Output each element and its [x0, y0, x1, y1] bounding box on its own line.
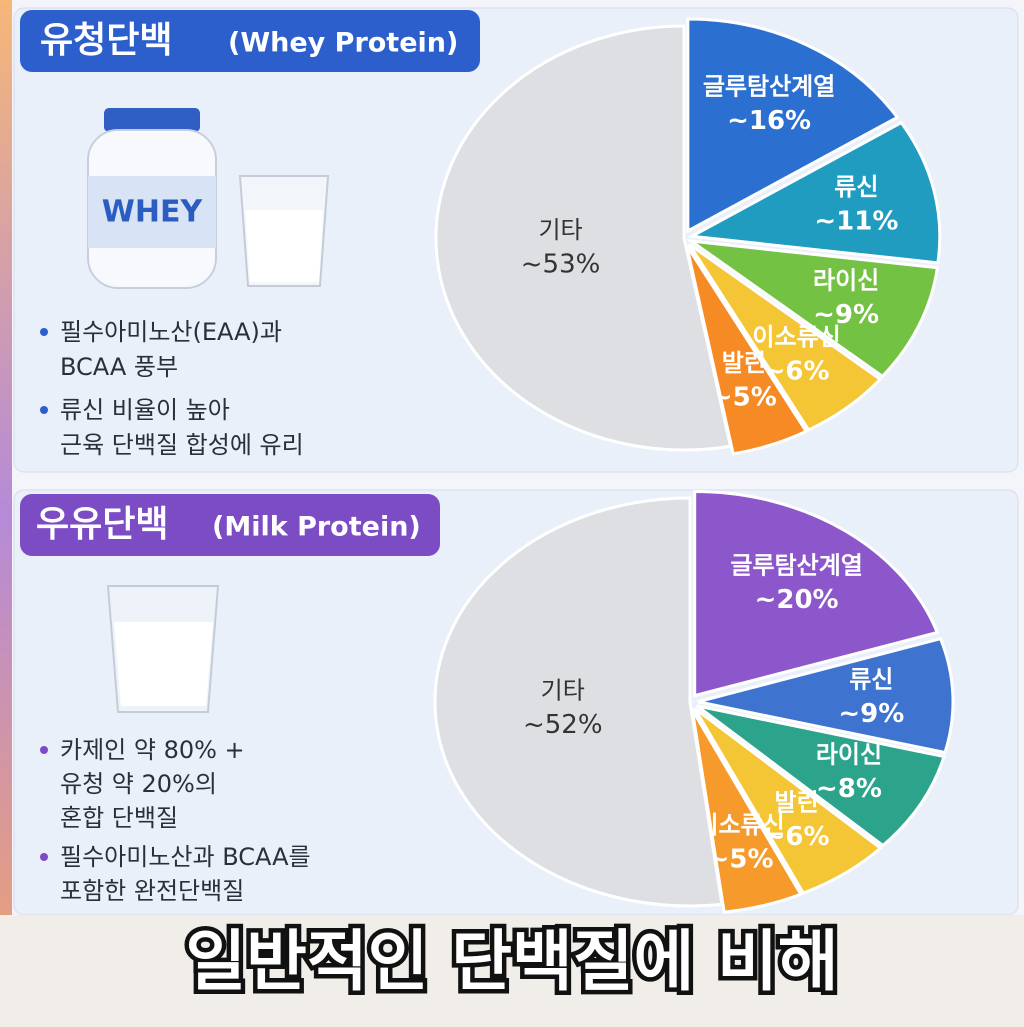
milk: [245, 210, 323, 282]
caption-bg: [0, 915, 1024, 1027]
slice-value: ~8%: [816, 774, 882, 804]
pie-slice: [433, 496, 724, 908]
edge: [0, 0, 12, 1027]
pie-slice: [696, 704, 946, 848]
bullet-dot: [40, 746, 48, 754]
bullet-text: 류신 비율이 높아: [60, 396, 230, 424]
bullet-dot: [40, 328, 48, 336]
header-title: 유청단백: [40, 20, 172, 61]
slice-value: ~20%: [755, 585, 839, 615]
slice-label: 기타: [541, 676, 585, 704]
header-subtitle: (Whey Protein): [228, 28, 458, 59]
pie-slice: [434, 24, 733, 452]
slice-value: ~53%: [521, 249, 601, 279]
pie-slice: [693, 707, 883, 895]
slice-label: 기타: [538, 216, 582, 244]
jar-lid: [104, 108, 200, 132]
slice-label: 글루탐산계열: [730, 551, 862, 579]
pie-slice: [685, 239, 940, 379]
bullet-text: 포함한 완전단백질: [60, 877, 244, 905]
caption: 일반적인 단백질에 비해: [185, 923, 838, 1000]
jar-label: WHEY: [102, 195, 204, 230]
slice-label: 발린: [775, 789, 819, 817]
bullet-text: 카제인 약 80% +: [60, 736, 245, 764]
slice-label: 발린: [722, 349, 766, 377]
slice-value: ~11%: [814, 206, 898, 236]
bullet-dot: [40, 406, 48, 414]
bullet-text: 근육 단백질 합성에 유리: [60, 431, 304, 459]
bullet-text: 유청 약 20%의: [60, 770, 217, 798]
bullet-text: 필수아미노산과 BCAA를: [60, 843, 311, 871]
header: [20, 494, 440, 556]
bullet-dot: [40, 853, 48, 861]
header-title: 우유단백: [36, 504, 168, 545]
slice-label: 라이신: [816, 741, 882, 769]
bullet-text: 필수아미노산(EAA)과: [60, 318, 282, 346]
slice-label: 류신: [834, 173, 878, 201]
slice-value: ~16%: [727, 106, 811, 136]
bullet-text: BCAA 풍부: [60, 353, 178, 381]
header-subtitle: (Milk Protein): [212, 512, 421, 543]
pie-slice: [685, 244, 809, 456]
slice-value: ~52%: [523, 710, 603, 740]
slice-label: 글루탐산계열: [703, 73, 835, 101]
pie-slice: [693, 490, 940, 698]
pie-slice: [686, 120, 942, 265]
pie-slice: [686, 17, 900, 234]
pie-slice: [690, 708, 804, 914]
slice-value: ~9%: [813, 300, 879, 330]
header: [20, 10, 480, 72]
pie-slice: [697, 636, 955, 755]
slice-value: ~9%: [838, 699, 904, 729]
slice-label: 이소류신: [752, 323, 840, 351]
slice-value: ~5%: [708, 844, 774, 874]
pie-slice: [687, 242, 883, 432]
jar-label-bg: [88, 176, 216, 248]
slice-label: 류신: [849, 665, 893, 693]
bullet-text: 혼합 단백질: [60, 804, 178, 832]
slice-label: 라이신: [813, 266, 879, 294]
milk: [114, 622, 213, 706]
